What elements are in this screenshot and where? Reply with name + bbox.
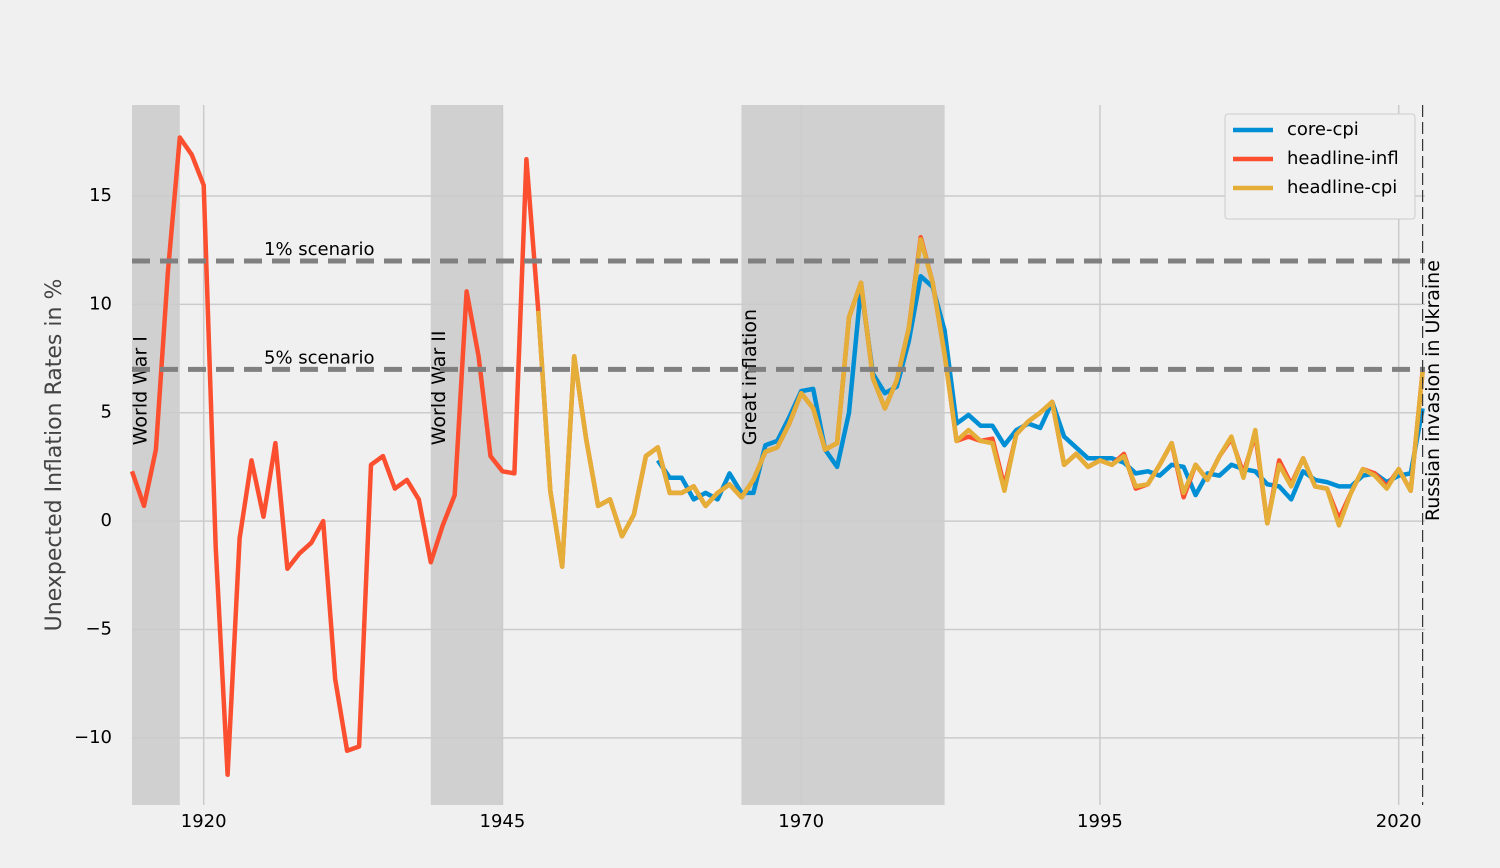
y-tick-label: 15 — [89, 185, 112, 206]
x-tick-label: 2020 — [1376, 811, 1422, 832]
region-label: World War II — [428, 330, 450, 445]
region-label: Great inflation — [739, 309, 761, 445]
event-label: Russian invasion in Ukraine — [1422, 260, 1444, 521]
scenario-label: 5% scenario — [264, 347, 374, 368]
y-tick-label: −5 — [85, 618, 112, 639]
legend-label: core-cpi — [1287, 119, 1359, 140]
region-label: World War I — [130, 336, 152, 445]
legend-label: headline-infl — [1287, 148, 1399, 169]
y-axis-label: Unexpected Inflation Rates in % — [42, 279, 67, 632]
legend-box — [1224, 113, 1416, 220]
x-tick-label: 1970 — [778, 811, 824, 832]
y-tick-label: 5 — [101, 402, 112, 423]
shaded-region — [741, 105, 945, 805]
scenario-label: 1% scenario — [264, 239, 374, 260]
legend-label: headline-cpi — [1287, 177, 1397, 198]
x-tick-label: 1920 — [181, 811, 227, 832]
x-tick-label: 1995 — [1077, 811, 1123, 832]
legend: core-cpi headline-infl headline-cpi — [1224, 113, 1416, 220]
y-tick-label: −10 — [74, 727, 112, 748]
y-tick-label: 10 — [89, 293, 112, 314]
y-tick-label: 0 — [101, 510, 112, 531]
series-line — [655, 273, 1425, 502]
series-line — [536, 237, 1425, 569]
x-tick-label: 1945 — [480, 811, 526, 832]
